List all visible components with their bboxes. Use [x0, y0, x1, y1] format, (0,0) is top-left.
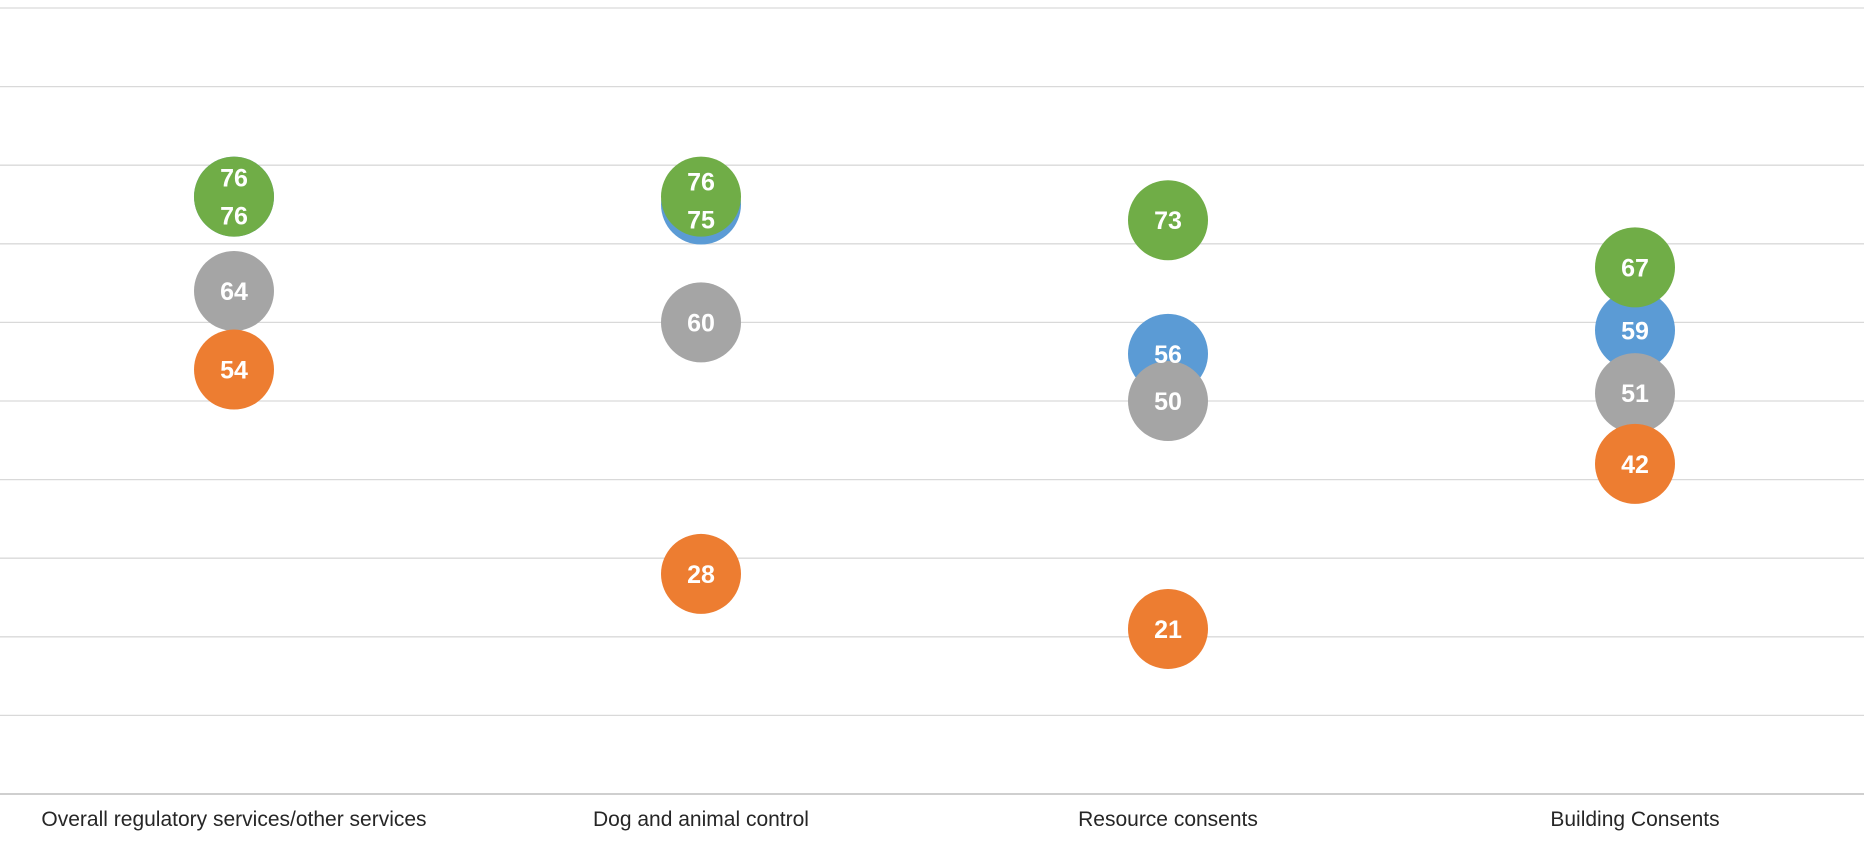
data-label: 21	[1154, 616, 1182, 644]
data-label: 50	[1154, 388, 1182, 416]
data-point	[1128, 180, 1208, 261]
data-point	[1128, 588, 1208, 669]
data-point	[661, 282, 741, 363]
data-label: 73	[1154, 207, 1182, 235]
category-label: Building Consents	[1550, 808, 1719, 831]
data-labels: 76 64 54 76 75 60 28 76 56 50 21 73 59 51 42 67	[220, 165, 1649, 644]
category-label: Dog and animal control	[593, 808, 809, 831]
data-points	[194, 156, 1675, 669]
gridlines	[0, 7, 1864, 795]
data-label: 67	[1621, 254, 1649, 282]
data-point	[194, 250, 274, 331]
data-point	[1595, 227, 1675, 308]
data-point	[194, 329, 274, 410]
data-label: 59	[1621, 317, 1649, 345]
data-label: 54	[220, 357, 248, 385]
data-point	[1595, 290, 1675, 371]
data-label: 56	[1154, 341, 1182, 369]
data-label: 64	[220, 278, 248, 306]
data-point	[661, 533, 741, 614]
data-label: 51	[1621, 380, 1649, 408]
category-axis: Overall regulatory services/other servic…	[41, 808, 1719, 831]
data-point	[661, 156, 741, 237]
category-label: Resource consents	[1078, 808, 1258, 831]
data-label: 75	[687, 207, 715, 235]
data-point	[194, 156, 274, 237]
data-label: 76	[220, 165, 248, 193]
category-label: Overall regulatory services/other servic…	[41, 808, 426, 831]
data-label: 60	[687, 309, 715, 337]
data-label: 42	[1621, 451, 1649, 479]
data-label: 28	[687, 561, 715, 589]
data-point	[1128, 361, 1208, 441]
data-label: 76	[220, 203, 248, 231]
data-label: 76	[687, 169, 715, 197]
data-point	[1595, 423, 1675, 504]
data-point	[1595, 353, 1675, 434]
